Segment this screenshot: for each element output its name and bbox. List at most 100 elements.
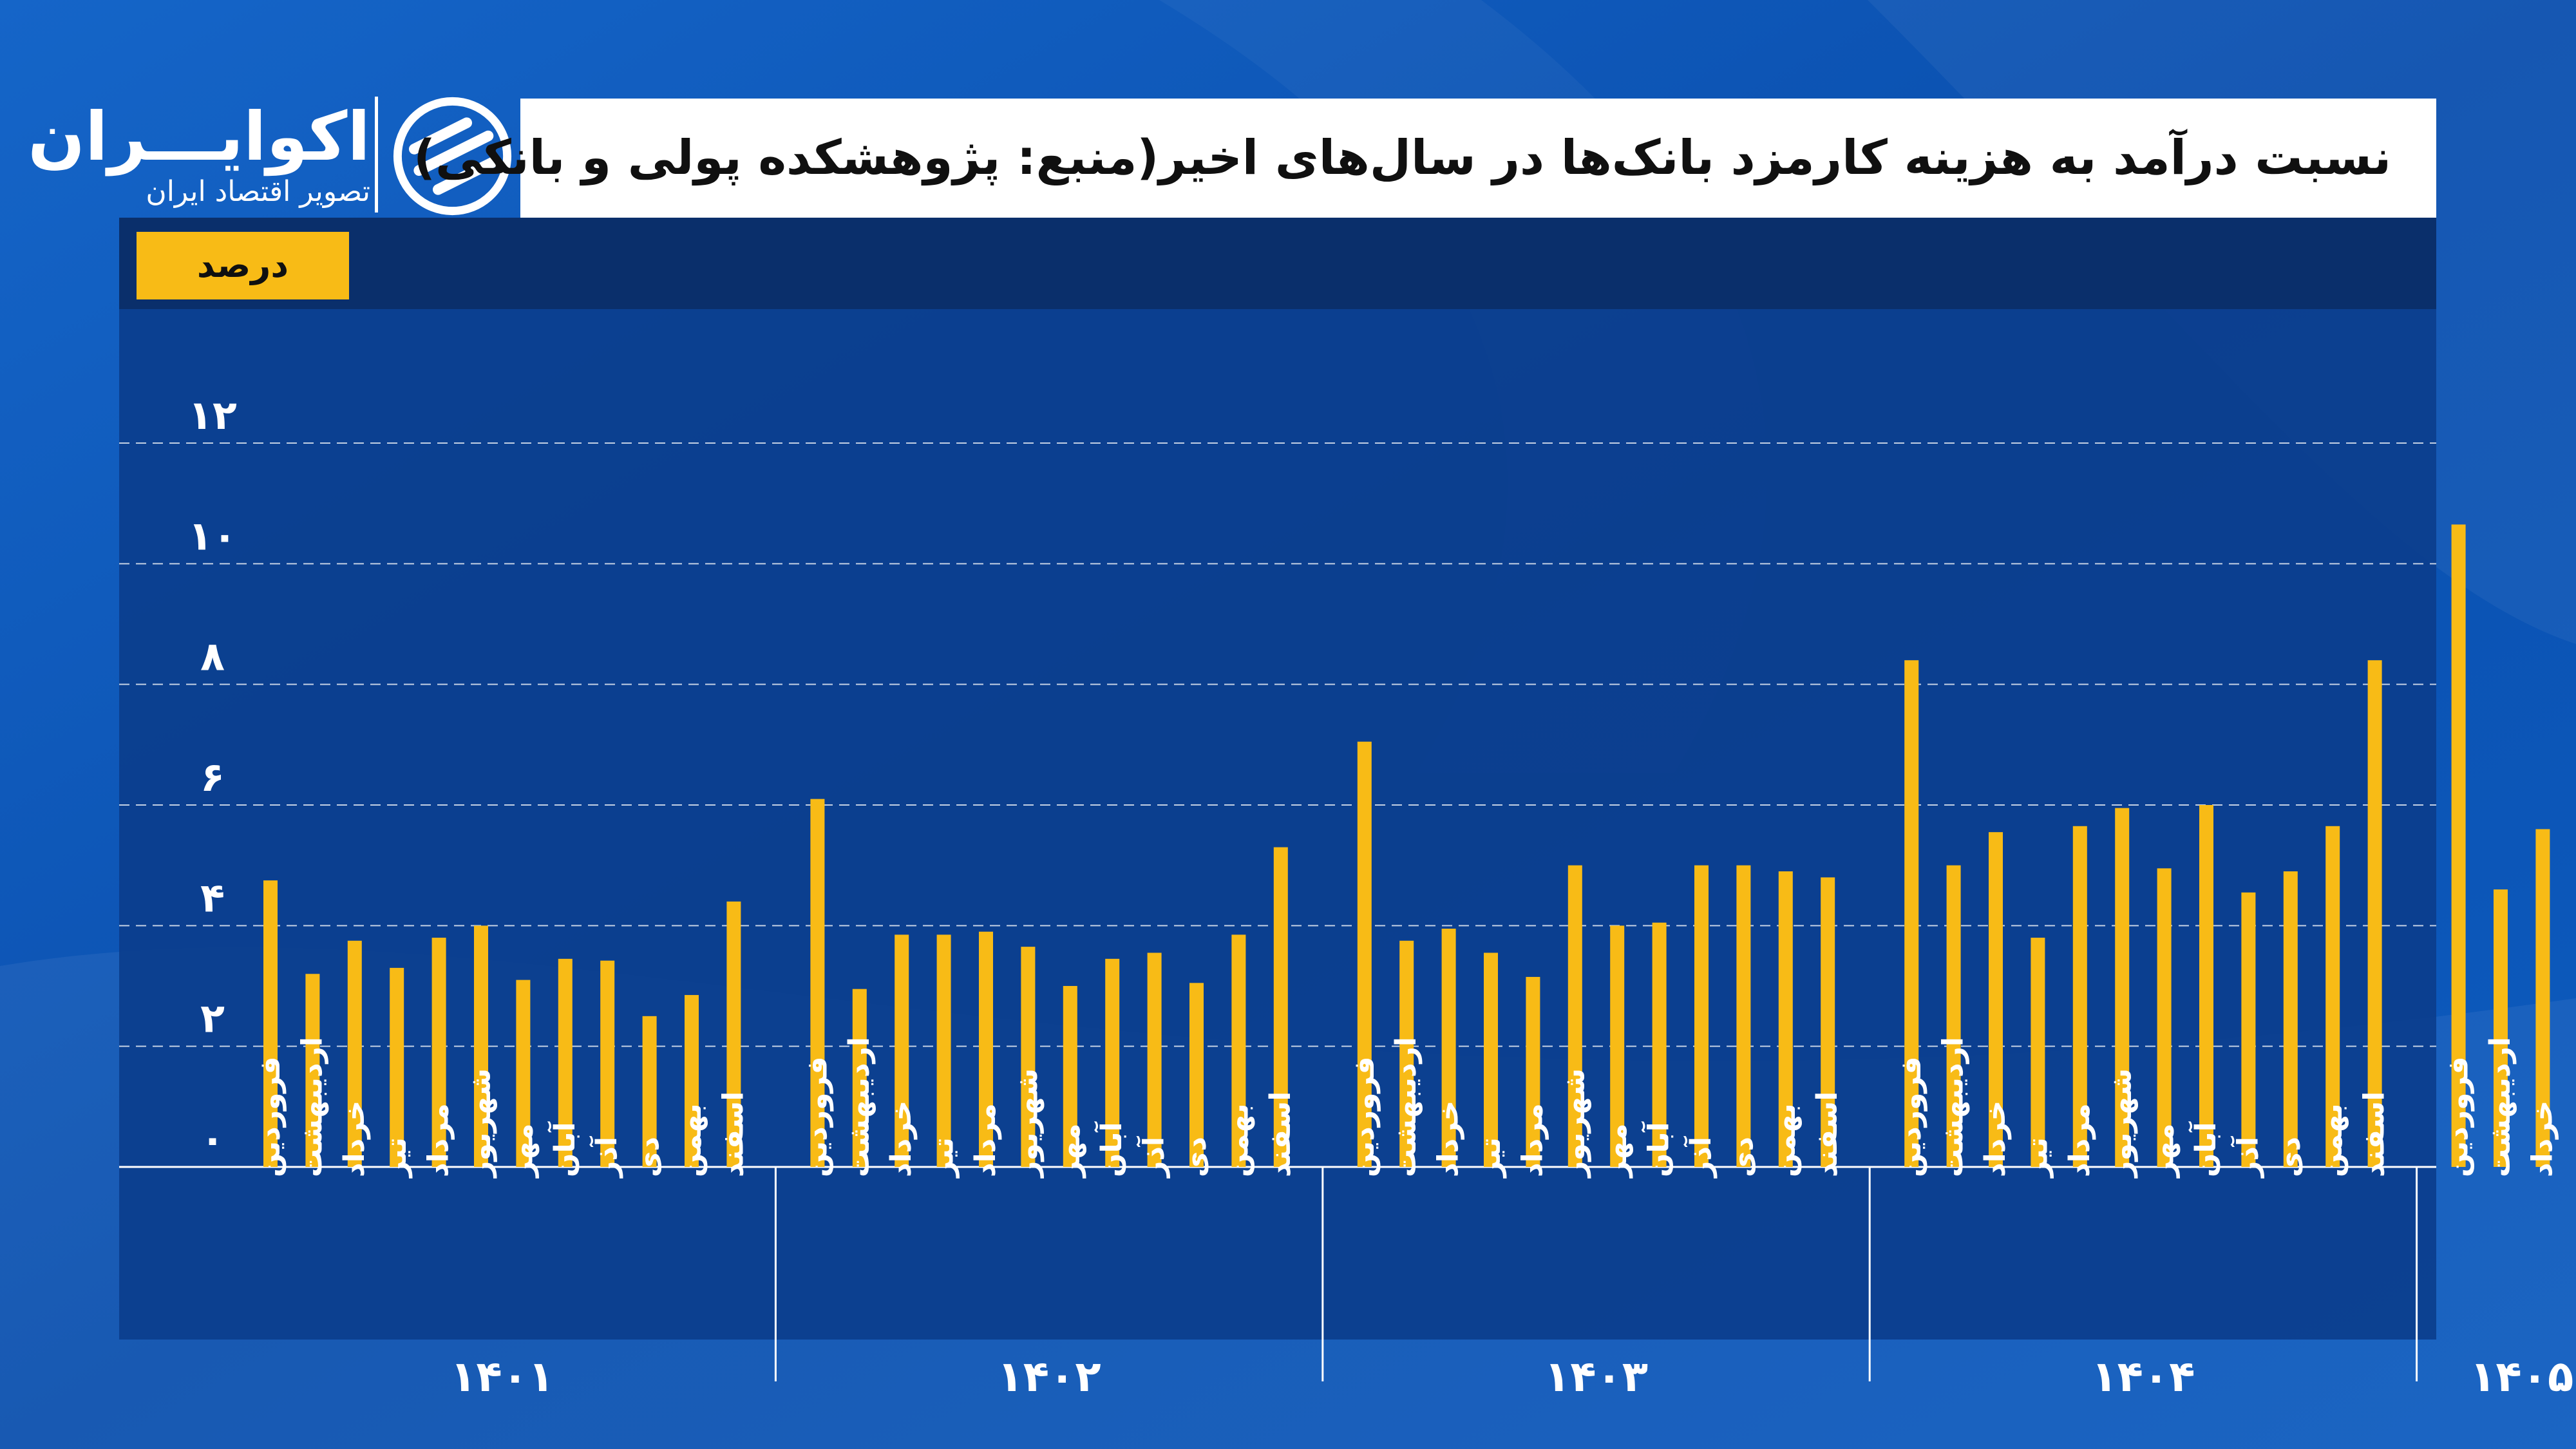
- bar: [685, 995, 699, 1167]
- bar: [1567, 865, 1582, 1167]
- x-tick-label: شهریور: [1011, 1068, 1044, 1179]
- bar: [1189, 983, 1204, 1167]
- x-tick-label: بهمن: [675, 1103, 708, 1177]
- year-label: ۱۴۰۳: [1544, 1352, 1648, 1401]
- year-label: ۱۴۰۵: [2470, 1352, 2573, 1401]
- logo-divider: [375, 97, 378, 213]
- x-tick-label: فروردین: [1895, 1056, 1927, 1177]
- bar: [516, 980, 531, 1167]
- bar: [979, 931, 993, 1167]
- bar: [1694, 865, 1709, 1167]
- bar: [2535, 829, 2550, 1167]
- bar: [2115, 808, 2130, 1167]
- bar: [1904, 660, 1919, 1167]
- x-tick-label: مرداد: [422, 1103, 455, 1177]
- x-tick-label: فروردین: [2442, 1056, 2475, 1177]
- y-tick-label: ۰: [200, 1115, 225, 1162]
- bar: [2072, 826, 2087, 1167]
- chart-title: نسبت درآمد به هزینه کارمزد بانک‌ها در سا…: [413, 130, 2391, 185]
- brand-tagline: تصویر اقتصاد ایران: [146, 175, 370, 208]
- brand-name: اکوایـــران: [28, 97, 370, 176]
- bar: [1778, 871, 1793, 1167]
- x-tick-label: اسفند: [717, 1092, 750, 1177]
- bar: [1736, 865, 1751, 1167]
- x-tick-label: مرداد: [2063, 1103, 2096, 1177]
- bar: [1526, 976, 1540, 1167]
- bar: [2494, 889, 2508, 1167]
- y-tick-label: ۲: [200, 995, 225, 1042]
- x-tick-label: اسفند: [1811, 1092, 1844, 1177]
- x-tick-label: شهریور: [464, 1068, 497, 1179]
- x-tick-label: آبان: [1094, 1121, 1128, 1177]
- x-tick-label: مهر: [1600, 1123, 1633, 1179]
- x-tick-label: اسفند: [2358, 1092, 2391, 1177]
- x-tick-label: آذر: [1683, 1136, 1718, 1179]
- year-label: ۱۴۰۱: [450, 1352, 554, 1401]
- bar: [936, 934, 951, 1167]
- bar: [1147, 952, 1162, 1167]
- bar: [1652, 922, 1667, 1167]
- x-tick-label: مرداد: [969, 1103, 1002, 1177]
- bar: [1989, 832, 2003, 1167]
- bar: [263, 880, 278, 1167]
- bar: [852, 989, 867, 1167]
- unit-band: [119, 218, 2436, 309]
- bar: [600, 960, 615, 1167]
- x-tick-label: آبان: [547, 1121, 582, 1177]
- bar: [1231, 934, 1246, 1167]
- x-tick-label: آذر: [589, 1136, 623, 1179]
- brand-logo-icon: [393, 97, 512, 216]
- x-tick-label: مهر: [506, 1123, 539, 1179]
- labels: ۰ ۲ ۴ ۶ ۸ ۱۰ ۱۲ فروردین اردیبهشت خرداد تیر مرداد شهر…: [188, 392, 2576, 1401]
- bar: [810, 799, 825, 1167]
- bars: [263, 524, 2550, 1167]
- x-tick-label: دی: [633, 1137, 666, 1177]
- year-label: ۱۴۰۴: [2091, 1352, 2195, 1401]
- logo-area: اکوایـــران تصویر اقتصاد ایران: [28, 93, 522, 222]
- x-tick-label: اردیبهشت: [296, 1037, 328, 1177]
- year-label: ۱۴۰۲: [998, 1352, 1101, 1401]
- x-tick-label: فروردین: [1348, 1056, 1381, 1177]
- x-tick-label: شهریور: [1558, 1068, 1591, 1179]
- x-tick-label: تیر: [927, 1137, 960, 1179]
- bar: [726, 901, 741, 1167]
- unit-badge: [137, 232, 349, 299]
- x-tick-label: بهمن: [2316, 1103, 2349, 1177]
- bar: [2451, 524, 2466, 1167]
- bar: [347, 940, 362, 1167]
- x-tick-label: اردیبهشت: [843, 1037, 876, 1177]
- x-tick-label: دی: [1180, 1137, 1213, 1177]
- x-tick-label: فروردین: [254, 1056, 287, 1177]
- x-tick-label: اسفند: [1264, 1092, 1297, 1177]
- bar: [2283, 871, 2298, 1167]
- x-tick-label: آذر: [2230, 1136, 2264, 1179]
- bar: [2157, 868, 2172, 1167]
- x-tick-label: خرداد: [338, 1101, 371, 1177]
- bar: [1063, 986, 1077, 1167]
- bar: [2367, 660, 2382, 1167]
- x-tick-label: اردیبهشت: [1937, 1037, 1970, 1177]
- bar: [390, 967, 404, 1167]
- y-tick-label: ۱۰: [188, 512, 237, 559]
- y-tick-label: ۱۲: [188, 392, 237, 439]
- y-tick-label: ۸: [200, 633, 225, 680]
- x-tick-label: اردیبهشت: [1390, 1037, 1423, 1177]
- title-box: نسبت درآمد به هزینه کارمزد بانک‌ها در سا…: [413, 99, 2436, 218]
- bar: [2031, 938, 2045, 1167]
- x-tick-label: تیر: [380, 1137, 413, 1179]
- bar: [1441, 929, 1456, 1167]
- bar: [1821, 877, 1835, 1167]
- x-tick-label: دی: [2274, 1137, 2307, 1177]
- bar: [1484, 952, 1498, 1167]
- x-tick-label: بهمن: [1222, 1103, 1255, 1177]
- bar: [1399, 940, 1414, 1167]
- x-tick-label: دی: [1727, 1137, 1759, 1177]
- x-tick-label: مهر: [1054, 1123, 1086, 1179]
- bar: [431, 938, 446, 1167]
- y-tick-label: ۴: [200, 874, 225, 921]
- x-tick-label: خرداد: [2526, 1101, 2559, 1177]
- bar: [2199, 805, 2213, 1167]
- bar: [474, 925, 488, 1167]
- x-tick-label: فروردین: [800, 1056, 833, 1177]
